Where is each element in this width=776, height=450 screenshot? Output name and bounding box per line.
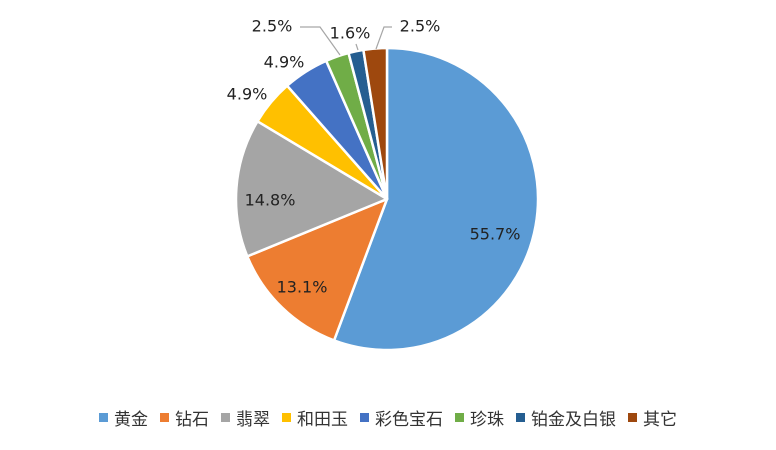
legend-item-pearl: 珍珠 — [455, 405, 504, 430]
data-label-jadeite: 14.8% — [245, 191, 296, 210]
legend-swatch-other — [628, 412, 637, 422]
leader-lines — [300, 26, 392, 56]
data-label-diamond: 13.1% — [277, 278, 328, 297]
leader-line-pearl — [300, 26, 341, 56]
legend: 黄金 钻石 翡翠 和田玉 彩色宝石 珍珠 铂金及白银 其它 — [0, 402, 776, 432]
pie-slices — [234, 46, 540, 352]
legend-item-hetian-jade: 和田玉 — [282, 405, 348, 430]
legend-item-colored-gemstone: 彩色宝石 — [360, 405, 443, 430]
legend-item-platinum-silver: 铂金及白银 — [516, 405, 616, 430]
legend-swatch-platinum-silver — [516, 412, 525, 422]
legend-swatch-colored-gemstone — [360, 412, 369, 422]
pie-slice-gold — [332, 46, 540, 352]
legend-label-platinum-silver: 铂金及白银 — [531, 409, 616, 430]
legend-swatch-pearl — [455, 412, 464, 422]
legend-label-hetian-jade: 和田玉 — [297, 409, 348, 430]
legend-label-other: 其它 — [643, 409, 677, 430]
legend-item-jadeite: 翡翠 — [221, 405, 270, 430]
data-labels: 55.7% 13.1% 14.8% 4.9% 4.9% 2.5% 1.6% 2.5% — [227, 17, 521, 297]
pie-slice-jadeite — [234, 120, 389, 258]
legend-swatch-jadeite — [221, 412, 230, 422]
data-label-colored-gemstone: 4.9% — [264, 53, 305, 72]
legend-swatch-hetian-jade — [282, 412, 291, 422]
data-label-other: 2.5% — [400, 17, 441, 36]
leader-line-other — [375, 26, 392, 50]
legend-item-diamond: 钻石 — [160, 405, 209, 430]
data-label-platinum-silver: 1.6% — [330, 24, 371, 43]
legend-swatch-diamond — [160, 412, 169, 422]
data-label-hetian-jade: 4.9% — [227, 85, 268, 104]
data-label-gold: 55.7% — [470, 225, 521, 244]
legend-item-gold: 黄金 — [99, 405, 148, 430]
legend-label-jadeite: 翡翠 — [236, 409, 270, 430]
legend-item-other: 其它 — [628, 405, 677, 430]
pie-slice-other — [362, 46, 389, 201]
legend-label-gold: 黄金 — [114, 409, 148, 430]
legend-swatch-gold — [99, 412, 108, 422]
legend-label-diamond: 钻石 — [175, 409, 209, 430]
data-label-pearl: 2.5% — [252, 17, 293, 36]
legend-label-pearl: 珍珠 — [470, 409, 504, 430]
pie-slice-diamond — [246, 197, 389, 342]
legend-label-colored-gemstone: 彩色宝石 — [375, 409, 443, 430]
leader-line-platinum-silver — [355, 43, 359, 51]
